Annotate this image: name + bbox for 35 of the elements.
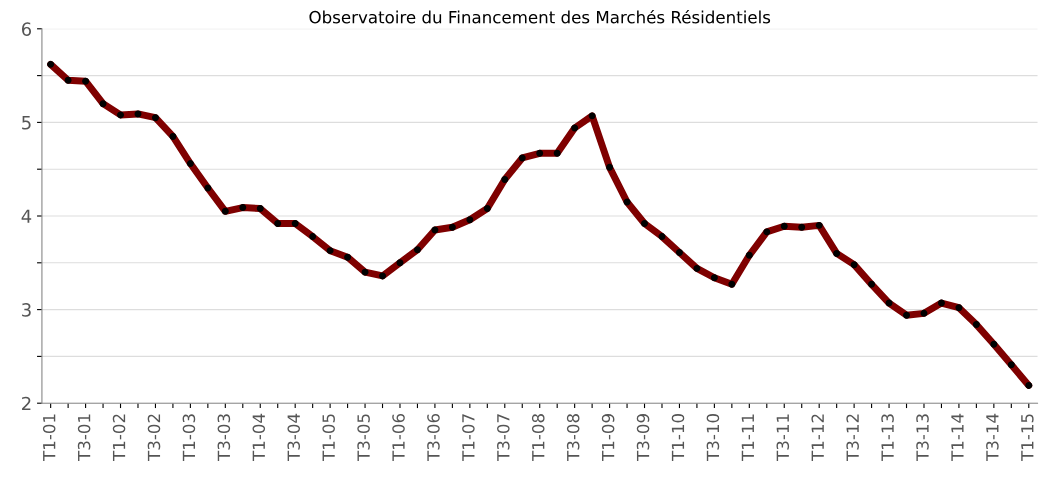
x-tick-label: T3-09 (636, 414, 650, 461)
x-tick-label: T3-05 (357, 414, 370, 461)
x-tick-label: T3-04 (287, 413, 301, 461)
y-tick-label: 4 (21, 209, 32, 223)
y-tick-label: 5 (22, 116, 31, 130)
chart-title: Observatoire du Financement des Marchés Résidentiels (309, 9, 771, 24)
x-tick-label: T3-10 (706, 414, 720, 461)
x-tick-label: T1-01 (42, 414, 56, 461)
x-tick-label: T1-04 (252, 413, 266, 461)
x-tick-label: T1-10 (671, 414, 685, 461)
x-tick-label: T1-02 (112, 414, 126, 461)
x-tick-label: T1-07 (462, 414, 475, 461)
y-tick-label: 6 (21, 22, 32, 36)
x-tick-label: T3-12 (846, 414, 859, 461)
x-tick-label: T1-03 (182, 414, 196, 461)
x-tick-label: T3-07 (497, 414, 510, 461)
x-tick-label: T1-06 (392, 413, 405, 461)
y-tick-label: 3 (22, 303, 31, 317)
x-tick-label: T1-11 (741, 414, 754, 461)
x-tick-label: T1-09 (601, 414, 615, 461)
x-tick-label: T1-14 (951, 413, 964, 461)
x-tick-label: T1-12 (811, 414, 824, 461)
y-tick-label: 2 (22, 396, 31, 411)
x-tick-label: T1-15 (1021, 414, 1034, 461)
x-tick-label: T1-13 (881, 414, 894, 461)
x-tick-label: T3-14 (986, 413, 999, 461)
x-tick-label: T3-11 (776, 414, 790, 461)
x-tick-label: T1-05 (322, 414, 335, 461)
x-tick-label: T3-02 (147, 414, 161, 461)
x-tick-label: T3-08 (566, 414, 580, 461)
x-tick-label: T3-13 (916, 414, 929, 461)
x-tick-label: T1-08 (531, 414, 545, 461)
x-tick-label: T3-01 (77, 414, 91, 461)
x-tick-label: T3-06 (427, 413, 440, 461)
x-tick-label: T3-03 (217, 414, 231, 461)
